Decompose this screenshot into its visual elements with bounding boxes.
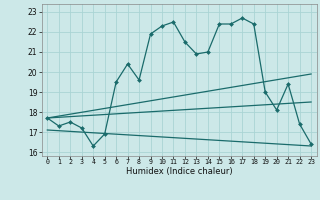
X-axis label: Humidex (Indice chaleur): Humidex (Indice chaleur) (126, 167, 233, 176)
